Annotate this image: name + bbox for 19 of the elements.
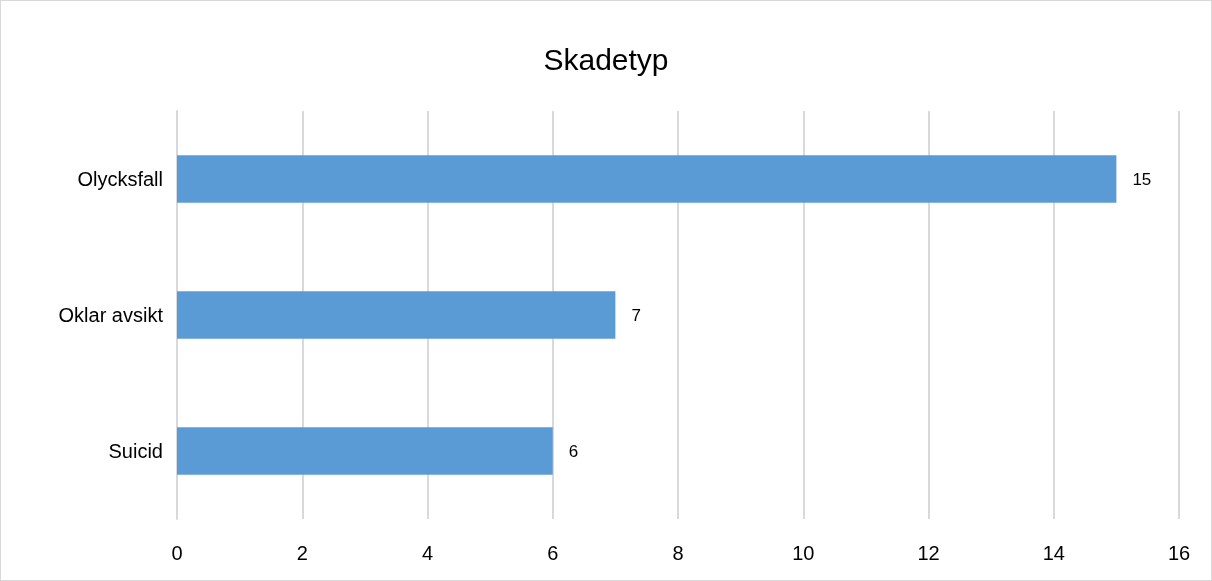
y-tick-label: Oklar avsikt bbox=[58, 304, 164, 326]
x-tick-label: 4 bbox=[421, 542, 434, 564]
y-tick-label: Suicid bbox=[108, 440, 163, 462]
x-tick-label: 10 bbox=[792, 542, 815, 564]
y-tick-label: Olycksfall bbox=[77, 168, 163, 190]
bar bbox=[177, 291, 616, 339]
bar bbox=[177, 155, 1117, 203]
data-label: 6 bbox=[568, 441, 579, 461]
x-tick-label: 8 bbox=[672, 542, 684, 564]
x-tick-label: 2 bbox=[296, 542, 308, 564]
bar bbox=[177, 427, 553, 475]
chart-title: Skadetyp bbox=[543, 42, 669, 76]
x-tick-label: 6 bbox=[547, 542, 559, 564]
data-label: 15 bbox=[1132, 169, 1152, 189]
x-tick-label: 14 bbox=[1042, 542, 1065, 564]
x-tick-label: 12 bbox=[917, 542, 940, 564]
x-tick-label: 16 bbox=[1167, 542, 1191, 564]
x-tick-label: 0 bbox=[171, 542, 183, 564]
data-label: 7 bbox=[631, 305, 641, 325]
